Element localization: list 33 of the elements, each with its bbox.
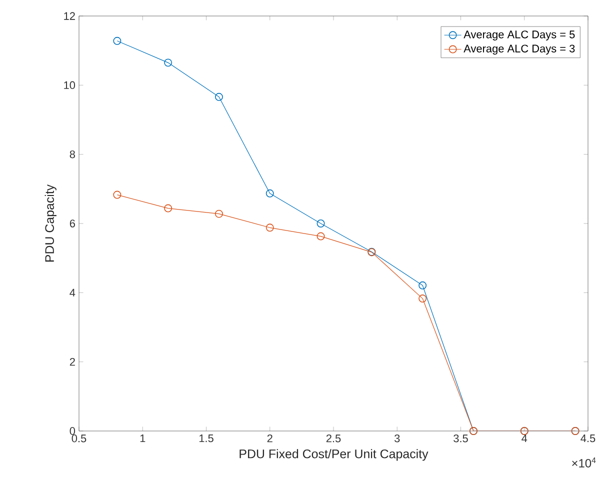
x-tick-label: 3 <box>394 434 400 442</box>
point <box>266 189 274 198</box>
x-tick-label: 4 <box>522 434 528 442</box>
y-tick-label: 8 <box>70 150 75 158</box>
point <box>418 281 427 290</box>
legend-label: Average ALC Days = 3 <box>464 44 575 55</box>
point <box>266 224 274 232</box>
x-tick-label: 4.5 <box>580 434 596 442</box>
point <box>316 220 325 228</box>
point <box>214 92 223 101</box>
point <box>214 210 223 218</box>
x-tick-label: 2.5 <box>326 434 341 442</box>
point <box>316 232 325 240</box>
y-tick-label: 12 <box>64 12 75 20</box>
y-tick-label: 10 <box>64 81 76 90</box>
legend-label: Average ALC Days = 5 <box>464 30 575 40</box>
point <box>164 58 172 67</box>
x-tick-label: 0.5 <box>72 434 86 442</box>
y-tick-label: 6 <box>70 220 75 228</box>
y-axis-title: PDU Capacity <box>44 184 56 262</box>
x-tick-label: 2 <box>267 434 272 442</box>
x-tick-label: 1.5 <box>199 434 214 442</box>
x-tick-label: 3.5 <box>454 434 468 442</box>
y-tick-label: 4 <box>70 288 76 296</box>
text: ×10$^{4}$ <box>572 458 596 468</box>
point <box>113 190 122 199</box>
y-tick-label: 2 <box>70 358 75 366</box>
x-tick-label: 1 <box>140 434 146 442</box>
point <box>418 294 427 303</box>
y-tick-label: 0 <box>70 427 76 435</box>
point <box>113 36 122 45</box>
x-axis-title: PDU Fixed Cost/Per Unit Capacity <box>240 449 428 461</box>
point <box>164 204 172 212</box>
